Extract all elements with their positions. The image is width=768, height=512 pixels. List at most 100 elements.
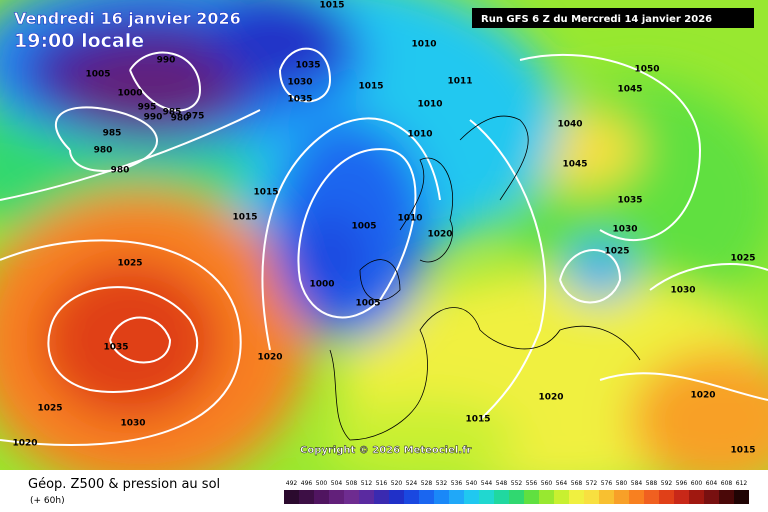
scale-label: 524 bbox=[406, 480, 418, 487]
isobar-label: 1011 bbox=[447, 77, 472, 87]
isobar-label: 1030 bbox=[612, 225, 637, 235]
isobar-label: 1015 bbox=[253, 188, 278, 198]
scale-swatch bbox=[389, 490, 404, 504]
isobar-label: 1030 bbox=[120, 419, 145, 429]
run-box bbox=[472, 8, 754, 28]
isobar-label: 1020 bbox=[12, 439, 37, 449]
isobar-label: 1025 bbox=[730, 254, 755, 264]
scale-swatch bbox=[689, 490, 704, 504]
isobar-label: 1045 bbox=[562, 160, 587, 170]
scale-swatch bbox=[614, 490, 629, 504]
isobar-label: 1000 bbox=[117, 89, 142, 99]
isobar-label: 980 bbox=[171, 114, 190, 124]
isobar-label: 1015 bbox=[465, 415, 490, 425]
scale-swatch bbox=[569, 490, 584, 504]
isobar bbox=[109, 316, 172, 364]
isobar bbox=[297, 148, 417, 319]
scale-label: 572 bbox=[586, 480, 598, 487]
isobar bbox=[261, 117, 441, 351]
scale-label: 580 bbox=[616, 480, 628, 487]
isobar bbox=[47, 286, 199, 393]
coastline bbox=[329, 307, 641, 441]
isobar bbox=[54, 106, 158, 172]
scale-swatch bbox=[374, 490, 389, 504]
isobar-label: 1025 bbox=[117, 259, 142, 269]
isobar-label: 1020 bbox=[257, 353, 282, 363]
scale-swatch bbox=[434, 490, 449, 504]
isobar-label: 1035 bbox=[287, 95, 312, 105]
geopotential-shading bbox=[0, 0, 768, 470]
scale-label: 540 bbox=[466, 480, 478, 487]
scale-swatch bbox=[509, 490, 524, 504]
scale-label: 516 bbox=[376, 480, 388, 487]
isobar-label: 1045 bbox=[617, 85, 642, 95]
scale-label: 608 bbox=[721, 480, 733, 487]
isobar-label: 1010 bbox=[417, 100, 442, 110]
isobar bbox=[559, 249, 622, 304]
isobar-label: 1020 bbox=[427, 230, 452, 240]
scale-swatch bbox=[539, 490, 554, 504]
forecast-date: Vendredi 16 janvier 2026 bbox=[14, 9, 241, 28]
isobar-label: 1010 bbox=[407, 130, 432, 140]
forecast-time: 19:00 locale bbox=[14, 30, 144, 52]
scale-swatch bbox=[719, 490, 734, 504]
scale-swatch bbox=[734, 490, 749, 504]
copyright: Copyright © 2026 Meteociel.fr bbox=[300, 445, 471, 456]
scale-swatch bbox=[494, 490, 509, 504]
isobar bbox=[129, 51, 202, 112]
scale-label: 520 bbox=[391, 480, 403, 487]
scale-swatch bbox=[629, 490, 644, 504]
run-info: Run GFS 6 Z du Mercredi 14 janvier 2026 bbox=[481, 14, 712, 25]
scale-swatch bbox=[359, 490, 374, 504]
coastline bbox=[459, 115, 529, 201]
isobar-label: 990 bbox=[144, 113, 163, 123]
isobar-label: 1000 bbox=[309, 280, 334, 290]
isobar-label: 980 bbox=[94, 146, 113, 156]
scale-label: 568 bbox=[571, 480, 583, 487]
scale-label: 492 bbox=[286, 480, 298, 487]
isobar-label: 1015 bbox=[730, 446, 755, 456]
isobar-label: 980 bbox=[111, 166, 130, 176]
scale-swatch bbox=[449, 490, 464, 504]
scale-swatch bbox=[464, 490, 479, 504]
scale-label: 588 bbox=[646, 480, 658, 487]
scale-label: 512 bbox=[361, 480, 373, 487]
scale-label: 548 bbox=[496, 480, 508, 487]
scale-swatch bbox=[599, 490, 614, 504]
scale-label: 596 bbox=[676, 480, 688, 487]
scale-label: 592 bbox=[661, 480, 673, 487]
scale-label: 528 bbox=[421, 480, 433, 487]
scale-swatch bbox=[704, 490, 719, 504]
isobar bbox=[469, 119, 547, 421]
scale-label: 508 bbox=[346, 480, 358, 487]
isobar-label: 1040 bbox=[557, 120, 582, 130]
isobar bbox=[649, 263, 768, 291]
scale-label: 536 bbox=[451, 480, 463, 487]
scale-label: 560 bbox=[541, 480, 553, 487]
scale-label: 496 bbox=[301, 480, 313, 487]
scale-label: 544 bbox=[481, 480, 493, 487]
scale-label: 504 bbox=[331, 480, 343, 487]
isobar-label: 1015 bbox=[319, 1, 344, 11]
isobar-label: 990 bbox=[157, 56, 176, 66]
isobar-label: 1010 bbox=[411, 40, 436, 50]
scale-swatch bbox=[584, 490, 599, 504]
scale-label: 612 bbox=[736, 480, 748, 487]
scale-label: 500 bbox=[316, 480, 328, 487]
scale-swatch bbox=[524, 490, 539, 504]
isobar-label: 975 bbox=[186, 112, 205, 122]
scale-swatch bbox=[644, 490, 659, 504]
isobar-label: 1015 bbox=[358, 82, 383, 92]
scale-swatch bbox=[659, 490, 674, 504]
isobar bbox=[0, 239, 242, 447]
scale-swatch bbox=[404, 490, 419, 504]
scale-swatch bbox=[284, 490, 299, 504]
isobar-label: 1030 bbox=[670, 286, 695, 296]
scale-swatch bbox=[314, 490, 329, 504]
scale-label: 556 bbox=[526, 480, 538, 487]
coastline bbox=[399, 157, 454, 263]
isobar bbox=[599, 372, 768, 401]
